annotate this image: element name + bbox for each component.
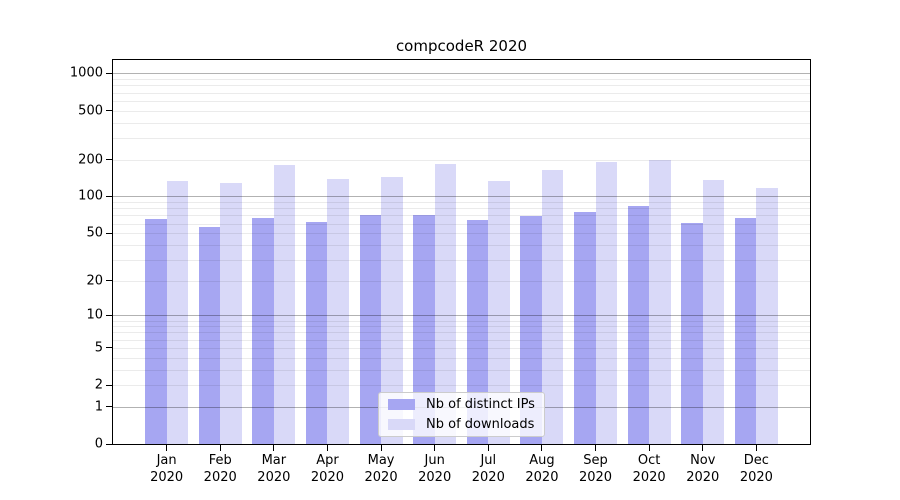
x-axis-tick-oct <box>648 445 650 451</box>
grid-line-1000 <box>113 73 810 75</box>
bar-downloads-aug <box>541 169 564 444</box>
x-axis-tick-jul <box>487 445 489 451</box>
x-axis-tick-dec <box>755 445 757 451</box>
y-axis-tick-100 <box>106 195 112 197</box>
x-axis-tick-jan <box>166 445 168 451</box>
y-axis-tick-500 <box>106 110 112 112</box>
grid-line-700 <box>113 92 810 94</box>
bar-downloads-jan <box>166 180 189 444</box>
x-axis-tick-label-jul: Jul 2020 <box>471 453 505 485</box>
grid-line-500 <box>113 110 810 112</box>
x-axis-tick-label-sep: Sep 2020 <box>578 453 613 485</box>
bar-downloads-jul <box>488 180 510 444</box>
bar-downloads-jun <box>434 163 457 444</box>
x-axis-tick-label-dec: Dec 2020 <box>739 453 773 485</box>
y-axis-tick-20 <box>106 280 112 282</box>
grid-line-400 <box>113 122 810 124</box>
x-axis-tick-label-mar: Mar 2020 <box>257 453 291 485</box>
x-axis-tick-feb <box>219 445 221 451</box>
bar-distinct-ips-dec <box>734 217 757 444</box>
bar-distinct-ips-jun <box>413 215 435 444</box>
x-axis-tick-mar <box>273 445 275 451</box>
y-axis-tick-label-0: 0 <box>94 436 103 452</box>
y-axis-tick-label-1: 1 <box>94 399 103 415</box>
legend-label-downloads: Nb of downloads <box>426 417 535 432</box>
grid-line-900 <box>113 79 810 81</box>
bar-downloads-oct <box>649 159 671 444</box>
bar-downloads-mar <box>273 165 296 444</box>
legend-swatch-distinct-ips <box>388 399 415 410</box>
x-axis-tick-aug <box>541 445 543 451</box>
bar-distinct-ips-jan <box>145 219 167 444</box>
bar-downloads-nov <box>702 179 725 444</box>
plot-area: Nb of distinct IPs Nb of downloads <box>112 59 811 445</box>
y-axis-tick-label-10: 10 <box>86 307 103 323</box>
x-axis-tick-nov <box>702 445 704 451</box>
grid-line-300 <box>113 137 810 139</box>
y-axis-tick-1 <box>106 406 112 408</box>
bar-downloads-dec <box>756 187 778 444</box>
y-axis-tick-1000 <box>106 72 112 74</box>
y-axis-tick-label-20: 20 <box>86 273 103 289</box>
bar-distinct-ips-oct <box>627 205 650 444</box>
bar-distinct-ips-sep <box>574 211 596 444</box>
grid-line-600 <box>113 100 810 102</box>
bar-distinct-ips-mar <box>252 218 274 444</box>
bar-distinct-ips-aug <box>520 216 542 444</box>
x-axis-tick-may <box>380 445 382 451</box>
y-axis-tick-label-100: 100 <box>78 188 103 204</box>
x-axis-tick-jun <box>434 445 436 451</box>
y-axis-tick-10 <box>106 314 112 316</box>
y-axis-tick-label-1000: 1000 <box>69 65 103 81</box>
y-axis-tick-50 <box>106 232 112 234</box>
y-axis-tick-2 <box>106 384 112 386</box>
bar-downloads-feb <box>220 182 242 444</box>
y-axis-tick-5 <box>106 347 112 349</box>
x-axis-tick-label-jun: Jun 2020 <box>418 453 452 485</box>
bar-distinct-ips-feb <box>198 227 221 444</box>
x-axis-tick-apr <box>326 445 328 451</box>
legend: Nb of distinct IPs Nb of downloads <box>378 392 545 437</box>
legend-label-distinct-ips: Nb of distinct IPs <box>426 397 535 412</box>
x-axis-tick-label-apr: Apr 2020 <box>310 453 344 485</box>
y-axis-tick-label-200: 200 <box>78 152 103 168</box>
legend-swatch-downloads <box>388 419 415 430</box>
y-axis-tick-200 <box>106 159 112 161</box>
x-axis-tick-label-aug: Aug 2020 <box>525 453 559 485</box>
y-axis-tick-label-2: 2 <box>94 377 103 393</box>
grid-line-200 <box>113 159 810 161</box>
chart-title: compcodeR 2020 <box>395 37 528 55</box>
bar-distinct-ips-apr <box>305 221 328 444</box>
bar-distinct-ips-nov <box>681 222 703 444</box>
x-axis-tick-label-oct: Oct 2020 <box>632 453 666 485</box>
y-axis-tick-label-500: 500 <box>78 103 103 119</box>
legend-entry-distinct-ips: Nb of distinct IPs <box>388 397 535 412</box>
bar-downloads-may <box>381 176 403 444</box>
bar-downloads-apr <box>327 178 349 444</box>
y-axis-tick-label-50: 50 <box>86 225 103 241</box>
bar-downloads-sep <box>595 162 618 444</box>
x-axis-tick-label-nov: Nov 2020 <box>686 453 720 485</box>
x-axis-tick-label-feb: Feb 2020 <box>203 453 237 485</box>
bar-distinct-ips-may <box>359 215 382 444</box>
x-axis-tick-label-jan: Jan 2020 <box>150 453 184 485</box>
bar-distinct-ips-jul <box>466 220 489 444</box>
grid-line-800 <box>113 85 810 87</box>
legend-entry-downloads: Nb of downloads <box>388 417 535 432</box>
y-axis-tick-label-5: 5 <box>94 340 103 356</box>
y-axis-tick-0 <box>106 443 112 445</box>
x-axis-tick-label-may: May 2020 <box>364 453 398 485</box>
x-axis-tick-sep <box>595 445 597 451</box>
